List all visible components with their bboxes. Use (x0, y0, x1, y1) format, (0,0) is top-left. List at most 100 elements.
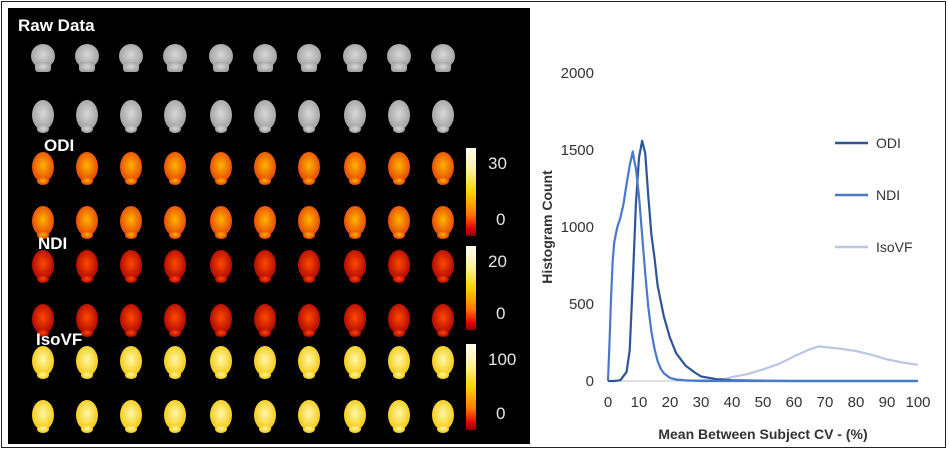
brain-slice-image (31, 44, 55, 72)
legend-label: NDI (876, 187, 900, 203)
brain-slice-image (388, 152, 410, 185)
colorbar-max-label: 30 (488, 154, 507, 173)
brain-slice-image (32, 346, 54, 379)
brain-slice-image (388, 250, 410, 283)
brain-slice-image (120, 250, 142, 283)
colorbar-min-label: 0 (496, 210, 506, 229)
brain-slice-image (254, 250, 276, 283)
row-label-isovf: IsoVF (36, 330, 83, 349)
brain-slice-image (164, 304, 186, 337)
brain-slice-image (298, 152, 320, 185)
brain-slice-image (387, 44, 411, 72)
brain-slice-image (388, 400, 410, 433)
legend-label: ODI (876, 135, 901, 151)
brain-slice-image (344, 304, 366, 337)
brain-slice-image (75, 44, 99, 72)
brain-slice-image (343, 44, 367, 72)
legend-label: IsoVF (876, 239, 913, 255)
brain-slice-image (120, 304, 142, 337)
brain-slice-image (210, 100, 232, 133)
brain-slice-image (344, 346, 366, 379)
brain-slice-image (344, 400, 366, 433)
colorbar (466, 148, 476, 236)
brain-slice-image (297, 44, 321, 72)
brain-slice-image (432, 100, 454, 133)
x-tick-label: 50 (755, 394, 772, 411)
x-tick-label: 80 (848, 394, 865, 411)
brain-slice-image (344, 206, 366, 239)
brain-slice-image (298, 206, 320, 239)
brain-slice-image (76, 206, 98, 239)
x-tick-label: 90 (879, 394, 896, 411)
series-line-isovf (685, 345, 919, 383)
brain-slice-image (432, 206, 454, 239)
row-label-odi: ODI (44, 136, 75, 155)
y-tick-label: 1000 (561, 219, 594, 236)
brain-slice-image (298, 400, 320, 433)
brain-slice-image (210, 250, 232, 283)
brain-slice-image (210, 400, 232, 433)
colorbar-min-label: 0 (496, 404, 506, 423)
brain-slice-image (210, 206, 232, 239)
brain-slice-image (76, 346, 98, 379)
series-line-ndi (606, 150, 918, 383)
brain-slice-image (388, 346, 410, 379)
brain-slice-image (164, 400, 186, 433)
brain-slice-image (119, 44, 143, 72)
brain-slice-image (32, 152, 54, 185)
x-tick-label: 60 (786, 394, 803, 411)
brain-slice-image (210, 304, 232, 337)
colorbar (466, 344, 476, 430)
brain-slice-image (76, 250, 98, 283)
brain-slice-image (432, 304, 454, 337)
brain-slice-image (164, 346, 186, 379)
brain-slice-image (120, 346, 142, 379)
brain-slice-image (32, 400, 54, 433)
x-tick-label: 0 (604, 394, 612, 411)
colorbar-max-label: 100 (488, 350, 517, 369)
brain-slice-image (388, 100, 410, 133)
brain-map-panel: Raw Data ODI 30 0 NDI 20 0 IsoVF 100 0 (8, 8, 530, 444)
brain-slice-image (298, 100, 320, 133)
brain-slice-image (32, 206, 54, 239)
brain-slice-image (298, 250, 320, 283)
brain-slice-image (76, 100, 98, 133)
brain-slice-image (344, 100, 366, 133)
brain-slice-image (344, 152, 366, 185)
colorbar (466, 246, 476, 330)
row-label-ndi: NDI (38, 234, 68, 253)
brain-slice-image (120, 100, 142, 133)
brain-slice-image (209, 44, 233, 72)
y-tick-label: 1500 (561, 142, 594, 159)
brain-slice-image (76, 152, 98, 185)
brain-slice-image (163, 44, 187, 72)
colorbar-min-label: 0 (496, 304, 506, 323)
brain-slice-image (432, 346, 454, 379)
brain-slice-image (32, 250, 54, 283)
brain-slice-image (120, 206, 142, 239)
brain-slice-image (254, 304, 276, 337)
brain-slice-image (254, 400, 276, 433)
x-tick-label: 40 (724, 394, 741, 411)
brain-slice-image (298, 346, 320, 379)
brain-slice-image (431, 44, 455, 72)
x-tick-label: 70 (817, 394, 834, 411)
brain-slice-image (32, 304, 54, 337)
brain-slice-image (164, 206, 186, 239)
brain-slice-image (210, 346, 232, 379)
brain-slice-image (344, 250, 366, 283)
brain-slice-image (120, 152, 142, 185)
y-tick-label: 500 (569, 296, 594, 313)
brain-slice-image (32, 100, 54, 133)
brain-slice-image (76, 304, 98, 337)
y-axis-title: Histogram Count (539, 170, 555, 284)
brain-slice-image (254, 100, 276, 133)
brain-slice-image (210, 152, 232, 185)
row-label-raw-data: Raw Data (18, 16, 95, 35)
brain-slice-image (164, 250, 186, 283)
y-tick-label: 2000 (561, 65, 594, 82)
brain-slice-image (388, 206, 410, 239)
brain-slice-image (120, 400, 142, 433)
brain-slice-image (164, 152, 186, 185)
